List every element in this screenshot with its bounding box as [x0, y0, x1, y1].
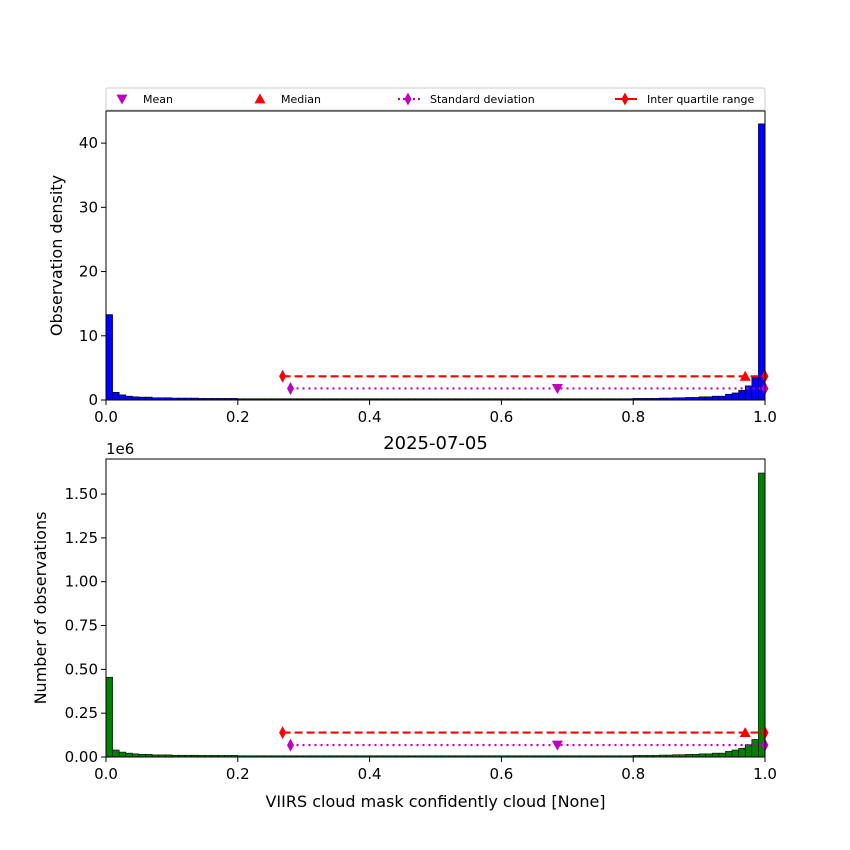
x-tick-label: 0.8: [621, 765, 645, 783]
histogram-bar: [725, 751, 733, 758]
x-tick-label: 0.6: [489, 765, 513, 783]
x-tick-label: 0.2: [226, 765, 250, 783]
iqr-marker: [279, 369, 287, 383]
histogram-bar: [125, 395, 133, 401]
histogram-bar: [731, 749, 739, 758]
x-tick-label: 1.0: [753, 765, 777, 783]
y-tick-label: 10: [79, 327, 98, 345]
legend-std-marker: [404, 92, 412, 106]
bottom-histogram-axes: 0.0 0.2 0.4 0.6 0.8 1.0 0.00 0.25 0.50 0.75 1.00 1.…: [31, 433, 777, 811]
histogram-bar: [711, 395, 720, 401]
y-tick-label: 30: [79, 198, 98, 216]
histogram-bar: [751, 739, 759, 758]
median-marker: [739, 727, 751, 737]
histogram-bar: [711, 752, 720, 758]
y-tick-label: 20: [79, 263, 98, 281]
histogram-bar: [758, 472, 766, 758]
top-histogram-axes: 0.0 0.2 0.4 0.6 0.8 1.0 0 10 20 30 40 Observation d…: [47, 110, 777, 426]
std-deviation-marker: [287, 738, 295, 752]
y-tick-label: 40: [79, 134, 98, 152]
chart-title: 2025-07-05: [383, 433, 488, 454]
x-tick-label: 0.0: [94, 408, 118, 426]
legend: Mean Median Standard deviation Inter quarti…: [105, 87, 766, 111]
histogram-bar: [725, 393, 733, 401]
legend-iqr-marker: [621, 92, 629, 106]
x-tick-label: 0.4: [358, 765, 382, 783]
x-tick-label: 0.2: [226, 408, 250, 426]
legend-mean-marker: [116, 94, 128, 105]
y-axis-label: Number of observations: [31, 512, 50, 705]
legend-label: Mean: [143, 93, 173, 106]
legend-label: Inter quartile range: [647, 93, 754, 106]
x-tick-label: 0.4: [358, 408, 382, 426]
histogram-bar: [738, 747, 746, 758]
histogram-bar: [744, 744, 753, 758]
histogram-bar: [105, 676, 113, 758]
histogram-bar: [125, 752, 133, 758]
axes-frame: [105, 458, 766, 758]
std-deviation-marker: [287, 381, 295, 395]
x-tick-label: 1.0: [753, 408, 777, 426]
histogram-bar: [112, 749, 120, 758]
y-tick-label: 1.50: [65, 485, 98, 503]
mean-marker: [551, 740, 563, 751]
y-tick-label: 0: [88, 391, 98, 409]
y-tick-label: 1.00: [65, 573, 98, 591]
histogram-bar: [718, 752, 726, 758]
histogram-bar: [118, 751, 127, 758]
histogram-bar: [718, 395, 726, 401]
y-tick-label: 1.25: [65, 529, 98, 547]
histogram-bar: [112, 391, 120, 401]
axes-frame: [105, 110, 766, 401]
legend-median-marker: [254, 93, 266, 104]
legend-label: Standard deviation: [430, 93, 535, 106]
legend-label: Median: [281, 93, 321, 106]
x-tick-label: 0.6: [489, 408, 513, 426]
legend-box: [105, 87, 766, 111]
histogram-bar: [105, 314, 113, 401]
y-tick-label: 0.00: [65, 748, 98, 766]
x-tick-label: 0.8: [621, 408, 645, 426]
mean-marker: [551, 384, 563, 394]
median-marker: [739, 370, 751, 381]
histogram-bar: [731, 392, 739, 401]
y-offset-label: 1e6: [106, 440, 134, 458]
histogram-bar: [758, 123, 766, 401]
y-tick-label: 0.25: [65, 704, 98, 722]
histogram-bar: [738, 390, 746, 401]
histogram-bar: [744, 385, 753, 401]
y-tick-label: 0.50: [65, 660, 98, 678]
iqr-marker: [279, 726, 287, 740]
y-axis-label: Observation density: [47, 175, 66, 336]
histogram-bar: [118, 394, 127, 401]
y-tick-label: 0.75: [65, 617, 98, 635]
x-tick-label: 0.0: [94, 765, 118, 783]
x-axis-label: VIIRS cloud mask confidently cloud [None…: [265, 792, 605, 811]
